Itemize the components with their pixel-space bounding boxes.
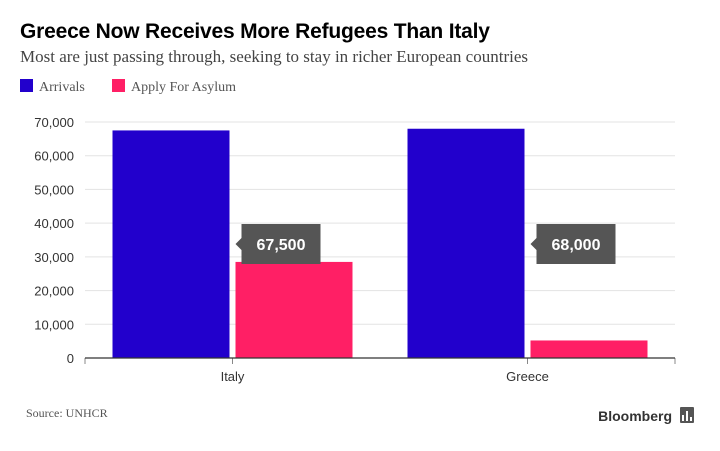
- bar-greece-apply-for-asylum: [530, 340, 648, 358]
- y-tick-label: 40,000: [34, 216, 74, 231]
- x-tick-label: Greece: [506, 369, 549, 384]
- bar-italy-apply-for-asylum: [235, 261, 353, 358]
- legend-label-arrivals: Arrivals: [39, 80, 85, 95]
- data-tooltip: [530, 224, 616, 264]
- x-tick-label: Italy: [221, 369, 245, 384]
- y-tick-label: 0: [67, 351, 74, 366]
- y-tick-label: 50,000: [34, 182, 74, 197]
- chart-title: Greece Now Receives More Refugees Than I…: [20, 20, 490, 43]
- y-tick-label: 10,000: [34, 317, 74, 332]
- y-tick-label: 60,000: [34, 149, 74, 164]
- y-tick-label: 30,000: [34, 250, 74, 265]
- chart-subtitle: Most are just passing through, seeking t…: [20, 47, 528, 66]
- brand-logo-text: Bloomberg: [598, 408, 672, 424]
- y-tick-label: 70,000: [34, 115, 74, 130]
- data-label: 67,500: [257, 237, 306, 254]
- bar-greece-arrivals: [407, 128, 525, 358]
- y-tick-label: 20,000: [34, 284, 74, 299]
- data-label: 68,000: [552, 237, 601, 254]
- source-note: Source: UNHCR: [26, 406, 108, 420]
- legend-label-asylum: Apply For Asylum: [131, 80, 237, 95]
- legend-item-apply-for-asylum: Apply For Asylum: [112, 79, 236, 95]
- bar-italy-arrivals: [112, 130, 230, 358]
- data-tooltip: [235, 224, 321, 264]
- bar-chart-icon: [680, 407, 694, 423]
- legend-swatch-asylum: [112, 79, 125, 92]
- legend-item-arrivals: Arrivals: [20, 79, 85, 95]
- legend-swatch-arrivals: [20, 79, 33, 92]
